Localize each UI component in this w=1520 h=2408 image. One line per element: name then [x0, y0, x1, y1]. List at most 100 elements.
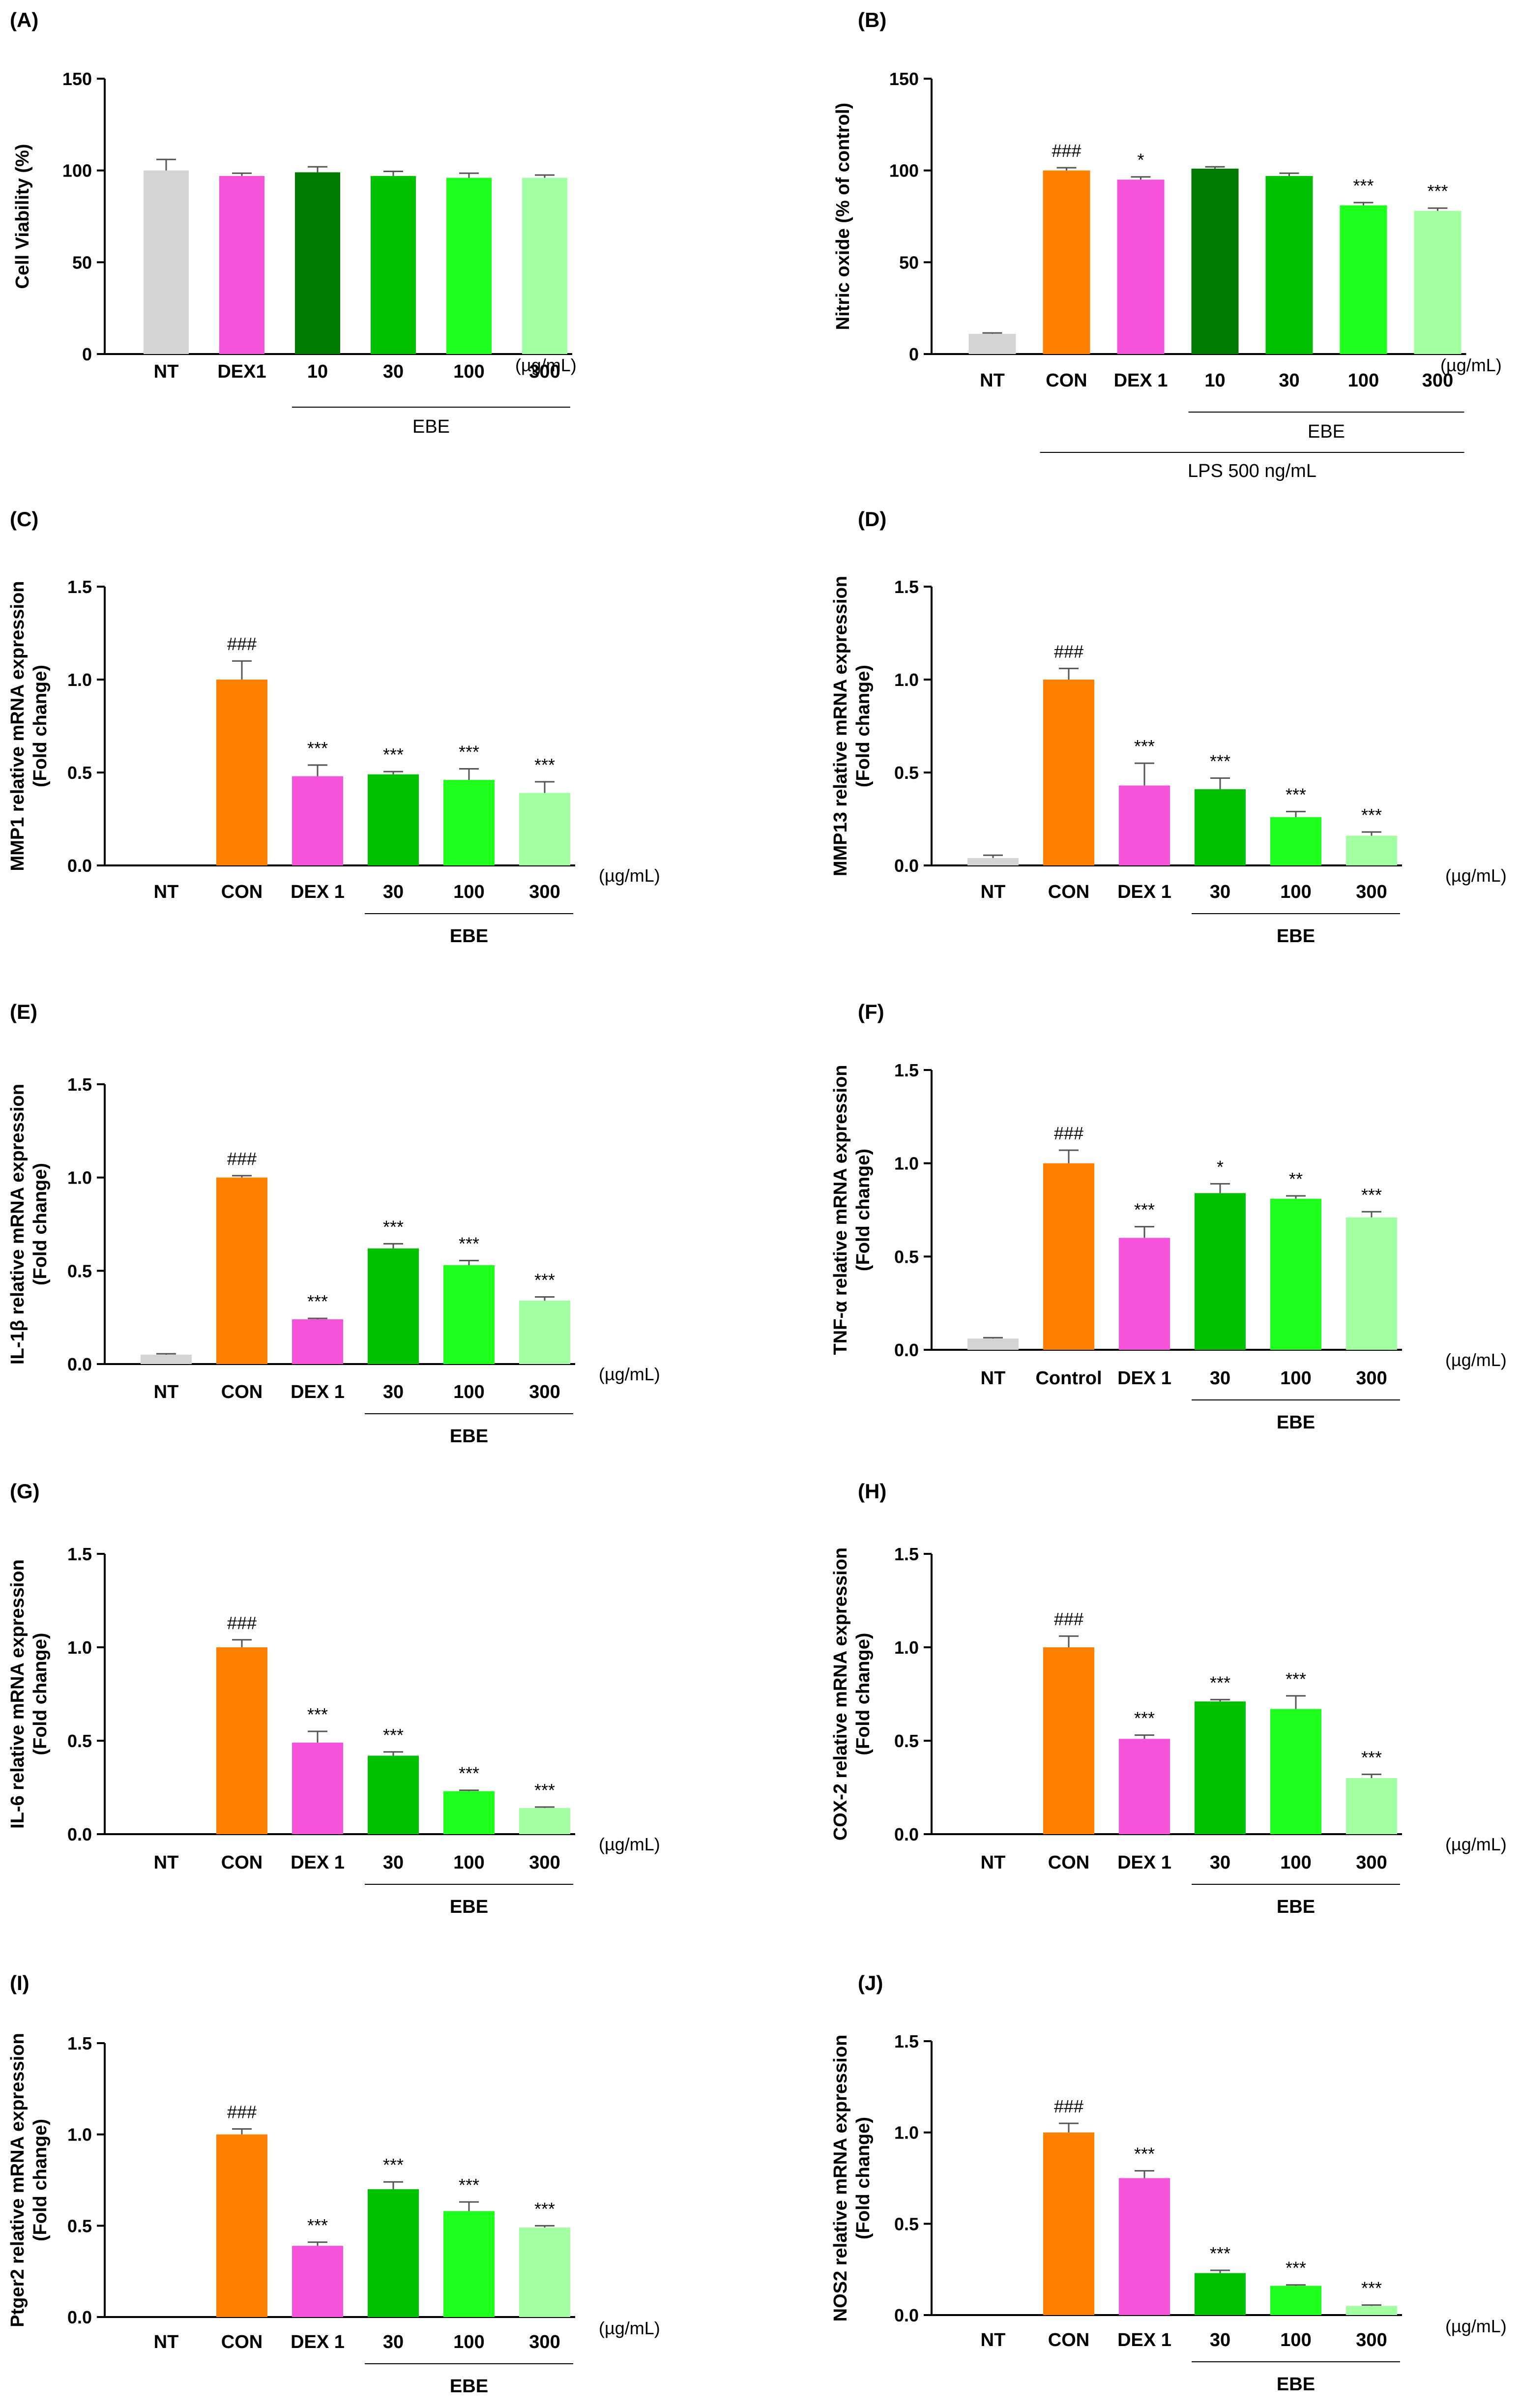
significance-label: ***: [1427, 181, 1448, 201]
x-category-label: DEX 1: [1114, 370, 1168, 391]
significance-label: ***: [459, 2175, 479, 2195]
y-axis-label: Ptger2 relative mRNA expression: [7, 2033, 28, 2327]
x-category-label: DEX 1: [1117, 2330, 1171, 2350]
x-category-label: 30: [383, 1382, 404, 1402]
bar-300: [1414, 210, 1462, 354]
significance-label: ***: [383, 2155, 404, 2175]
x-category-label: 100: [453, 1382, 484, 1402]
y-axis-label: Cell Viability (%): [12, 144, 33, 289]
x-category-label: 30: [383, 361, 404, 382]
y-axis-label: IL-1β relative mRNA expression: [7, 1084, 28, 1365]
x-category-label: 100: [1280, 1852, 1311, 1873]
significance-label: ***: [383, 1217, 404, 1237]
panel-label: (I): [10, 1971, 29, 1994]
y-axis-label-secondary: (Fold change): [853, 2117, 874, 2239]
panel-label: (H): [858, 1480, 886, 1503]
y-tick-label: 50: [72, 252, 92, 272]
chart-panel-i: (I) 0.0 0.5 1.0 1.5 Ptger2 relative mRNA expr…: [7, 1971, 660, 2397]
chart-panel-a: (A) 0 50 100 150 Cell Viability (%) NT DEX1 10 30…: [10, 8, 577, 437]
panel-label: (G): [10, 1480, 40, 1503]
significance-label: ***: [459, 1233, 479, 1253]
y-tick-label: 0.5: [67, 763, 92, 783]
bar-10: [295, 172, 340, 354]
group-label: EBE: [1277, 926, 1315, 947]
unit-label: (µg/mL): [1445, 865, 1507, 886]
x-category-label: NT: [981, 1368, 1006, 1389]
panel-label: (D): [858, 507, 886, 531]
x-category-label: 10: [1204, 370, 1225, 391]
y-tick-label: 1.0: [894, 1637, 919, 1658]
bar-nt: [968, 333, 1016, 354]
bar-30: [368, 1248, 419, 1364]
x-category-label: 100: [453, 2332, 484, 2352]
y-tick-label: 0.0: [67, 1354, 92, 1374]
bar-nt: [967, 1338, 1019, 1350]
bar-100: [443, 2211, 495, 2317]
significance-label: ***: [534, 1780, 555, 1800]
chart-panel-g: (G) 0.0 0.5 1.0 1.5 IL-6 relative mRNA expres…: [7, 1480, 660, 1917]
y-tick-label: 0.0: [67, 1824, 92, 1844]
significance-label: ###: [227, 1613, 257, 1633]
chart-panel-d: (D) 0.0 0.5 1.0 1.5 MMP13 relative mRNA expre…: [830, 507, 1507, 947]
bar-300: [522, 178, 567, 354]
significance-label: ***: [307, 1704, 328, 1724]
y-tick-label: 0.0: [894, 1340, 919, 1360]
bar-dex-1: [292, 1319, 343, 1364]
y-tick-label: 1.0: [67, 1637, 92, 1658]
x-category-label: NT: [154, 1382, 179, 1402]
significance-label: ###: [1054, 1123, 1083, 1143]
x-category-label: NT: [980, 370, 1005, 391]
x-category-label: DEX 1: [1117, 882, 1171, 902]
y-tick-label: 150: [889, 69, 919, 89]
x-category-label: 300: [1356, 1368, 1387, 1389]
y-tick-label: 0.5: [894, 1731, 919, 1751]
significance-label: ***: [1286, 2258, 1306, 2278]
panel-label: (E): [10, 1000, 37, 1023]
y-tick-label: 1.5: [67, 1544, 92, 1564]
y-axis-label: TNF-α relative mRNA expression: [830, 1065, 851, 1355]
group-label: EBE: [1277, 1897, 1315, 1917]
significance-label: ###: [1054, 1609, 1083, 1629]
bar-30: [1265, 176, 1313, 354]
bar-300: [1346, 1778, 1397, 1834]
x-category-label: 300: [529, 361, 560, 382]
chart-panel-h: (H) 0.0 0.5 1.0 1.5 COX-2 relative mRNA expre…: [830, 1480, 1507, 1917]
bar-con: [216, 2134, 267, 2317]
bar-30: [368, 774, 419, 865]
significance-label: ***: [1353, 176, 1374, 196]
bar-300: [519, 1808, 570, 1834]
unit-label: (µg/mL): [599, 1834, 660, 1854]
x-category-label: CON: [221, 1382, 263, 1402]
group-label: LPS 500 ng/mL: [1188, 461, 1316, 481]
x-category-label: NT: [981, 882, 1006, 902]
x-category-label: 300: [1356, 1852, 1387, 1873]
bar-100: [443, 1265, 495, 1364]
x-category-label: 10: [307, 361, 328, 382]
x-category-label: CON: [221, 2332, 263, 2352]
panel-label: (B): [858, 8, 886, 31]
y-axis-label-secondary: (Fold change): [30, 1633, 51, 1755]
bar-100: [1270, 1198, 1321, 1350]
bar-100: [1340, 205, 1387, 354]
y-tick-label: 1.0: [67, 1168, 92, 1188]
group-label: EBE: [412, 416, 450, 437]
bar-dex-1: [292, 776, 343, 865]
group-label: EBE: [1277, 1412, 1315, 1433]
x-category-label: DEX1: [217, 361, 266, 382]
x-category-label: 300: [1356, 2330, 1387, 2350]
x-category-label: DEX 1: [291, 882, 345, 902]
x-category-label: 30: [1210, 2330, 1230, 2350]
x-category-label: 30: [383, 2332, 404, 2352]
x-category-label: 300: [1356, 882, 1387, 902]
bar-100: [443, 1791, 495, 1834]
significance-label: ###: [1052, 141, 1081, 161]
x-category-label: CON: [1048, 1852, 1089, 1873]
bar-100: [443, 780, 495, 865]
unit-label: (µg/mL): [1445, 2316, 1507, 2336]
y-tick-label: 1.5: [67, 2033, 92, 2053]
y-tick-label: 1.0: [67, 2125, 92, 2145]
x-category-label: DEX 1: [291, 1382, 345, 1402]
bar-dex-1: [1119, 1238, 1170, 1350]
x-category-label: 30: [1210, 1368, 1230, 1389]
significance-label: ***: [1134, 2144, 1155, 2164]
